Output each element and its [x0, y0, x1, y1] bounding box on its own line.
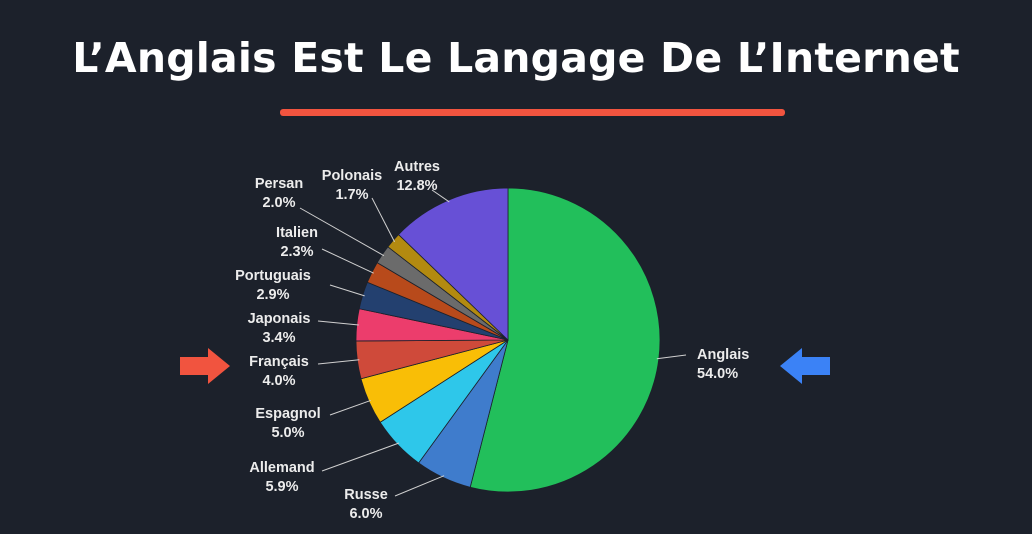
slice-value-label: 12.8%: [396, 178, 437, 194]
slice-name-label: Polonais: [322, 168, 382, 184]
slice-name-label: Persan: [255, 176, 303, 192]
arrow-left-icon: [780, 348, 830, 384]
arrow-right-icon: [180, 348, 230, 384]
slice-value-label: 5.0%: [271, 425, 304, 441]
slice-name-label: Italien: [276, 225, 318, 241]
slice-name-label: Espagnol: [255, 406, 320, 422]
leader-line: [299, 207, 385, 257]
leader-line: [317, 320, 359, 326]
slice-value-label: 2.0%: [262, 195, 295, 211]
slice-value-label: 54.0%: [697, 366, 738, 382]
slice-name-label: Russe: [344, 487, 388, 503]
leader-line: [317, 359, 360, 365]
slice-value-label: 1.7%: [335, 187, 368, 203]
slice-name-label: Portuguais: [235, 268, 311, 284]
leader-line: [371, 197, 395, 243]
title-underline: [280, 109, 785, 116]
slice-name-label: Français: [249, 354, 309, 370]
leader-line: [321, 248, 374, 274]
slice-value-label: 4.0%: [262, 373, 295, 389]
slice-name-label: Japonais: [248, 311, 311, 327]
leader-line: [656, 354, 687, 360]
page-title: L’Anglais Est Le Langage De L’Internet: [72, 34, 960, 82]
leader-line: [431, 189, 450, 203]
slice-value-label: 2.9%: [256, 287, 289, 303]
slice-value-label: 3.4%: [262, 330, 295, 346]
leader-line: [329, 399, 371, 416]
leader-line: [394, 475, 445, 497]
leader-line: [321, 442, 400, 472]
slice-value-label: 5.9%: [265, 479, 298, 495]
slice-value-label: 6.0%: [349, 506, 382, 522]
slice-name-label: Allemand: [249, 460, 314, 476]
slice-name-label: Anglais: [697, 347, 749, 363]
slice-value-label: 2.3%: [280, 244, 313, 260]
leader-line: [329, 284, 365, 297]
slice-name-label: Autres: [394, 159, 440, 175]
pie-slice-autres: [397, 187, 509, 341]
